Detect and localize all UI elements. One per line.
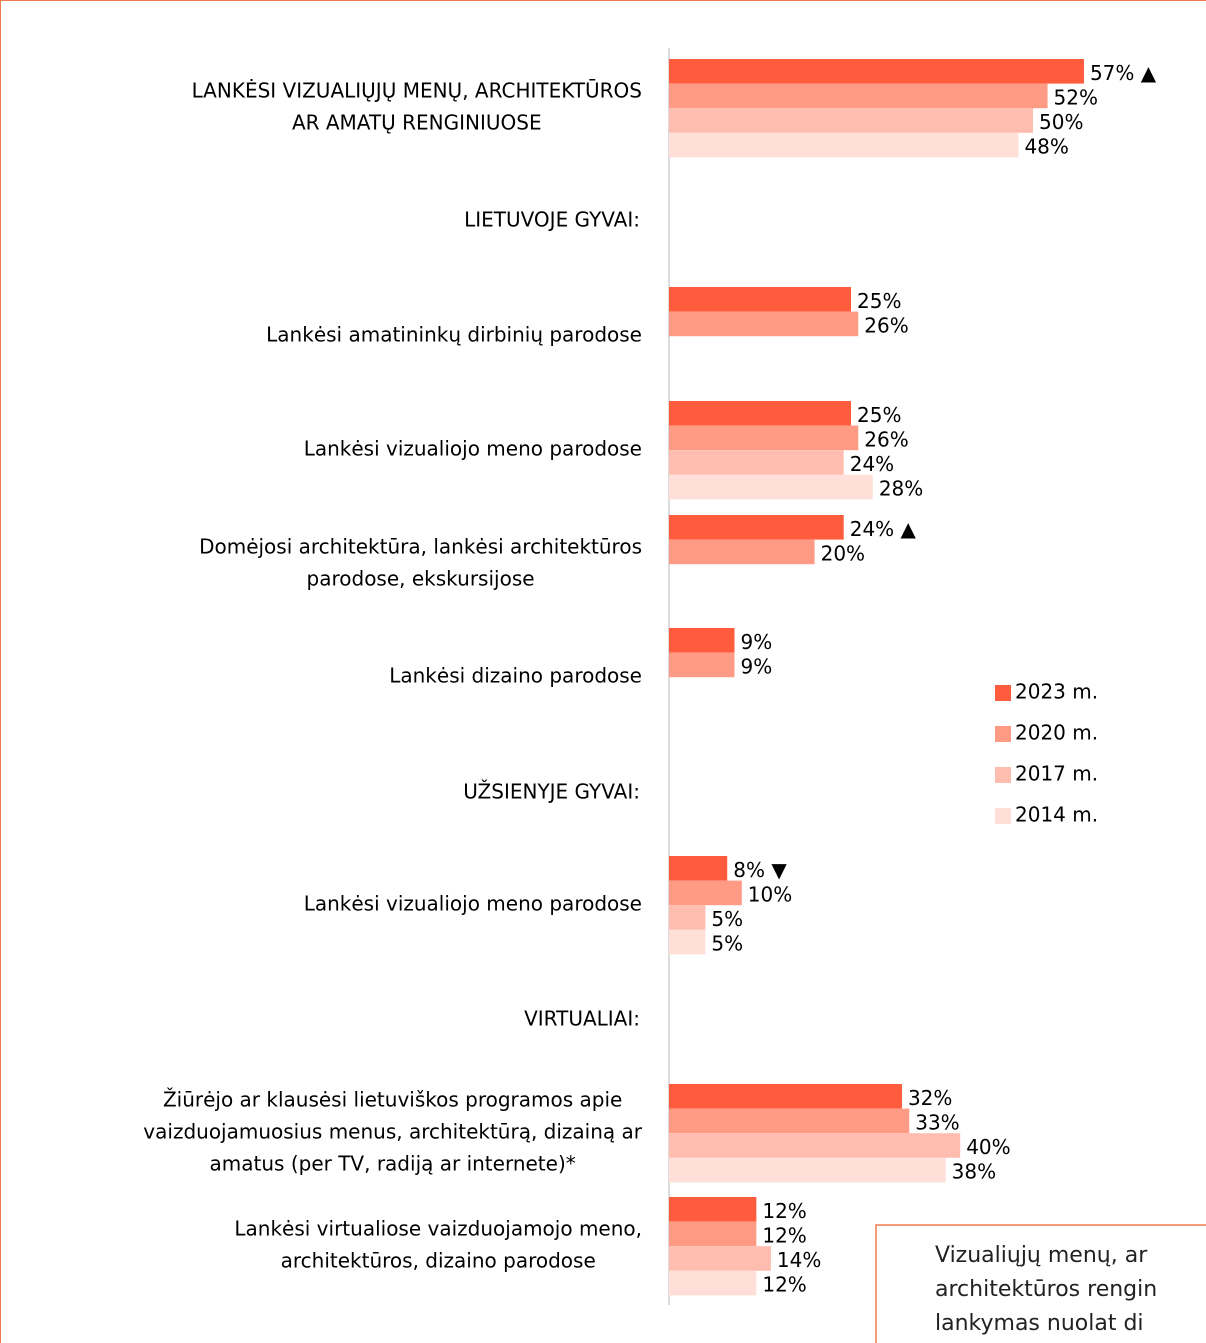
section-header: UŽSIENYJE GYVAI: [463, 780, 640, 804]
value-label: 52% [1054, 85, 1098, 109]
bar [669, 856, 728, 881]
category-label: Žiūrėjo ar klausėsi lietuviškos programo… [163, 1088, 622, 1112]
category-label: architektūros, dizaino parodose [281, 1249, 596, 1273]
value-label: 9% [741, 654, 773, 678]
annotation-box: Vizualiųjų menų, ar architektūros rengin l… [875, 1224, 1206, 1343]
bar [669, 652, 735, 678]
bar [669, 539, 815, 565]
category-label: AR AMATŲ RENGINIUOSE [292, 111, 542, 135]
value-label: 25% [857, 403, 901, 427]
value-label: 9% [741, 630, 773, 654]
value-label: 26% [864, 427, 908, 451]
annotation-frame [875, 1224, 1206, 1343]
category-label: parodose, ekskursijose [307, 567, 535, 591]
category-label: Lankėsi vizualiojo meno parodose [304, 892, 642, 916]
bar [669, 59, 1084, 84]
bar [669, 1246, 771, 1271]
value-label: 24% ▲ [850, 517, 917, 541]
value-label: 25% [857, 289, 901, 313]
bar [669, 1197, 757, 1222]
legend-swatch [995, 726, 1011, 742]
value-label: 48% [1024, 135, 1068, 159]
bar [669, 1270, 757, 1296]
value-label: 57% ▲ [1090, 61, 1157, 85]
bar [669, 628, 735, 653]
annotation-text: lankymas nuolat di [935, 1311, 1144, 1336]
bar [669, 108, 1033, 133]
value-label: 28% [879, 477, 923, 501]
category-label: Lankėsi vizualiojo meno parodose [304, 437, 642, 461]
bar [669, 515, 844, 540]
bar [669, 1133, 961, 1158]
value-label: 5% [711, 932, 743, 956]
value-label: 8% ▼ [733, 858, 787, 882]
legend-label: 2023 m. [1015, 680, 1098, 704]
bar [669, 880, 742, 906]
bar [669, 425, 859, 451]
bar [669, 1157, 946, 1183]
category-label: amatus (per TV, radiją ar internete)* [210, 1152, 576, 1176]
legend-swatch [995, 808, 1011, 824]
value-label: 40% [966, 1135, 1010, 1159]
value-label: 38% [952, 1160, 996, 1184]
bar [669, 905, 706, 930]
bar [669, 401, 851, 426]
value-label: 5% [711, 907, 743, 931]
annotation-text: Vizualiųjų menų, ar [935, 1243, 1148, 1268]
bar [669, 287, 851, 312]
bar [669, 450, 844, 475]
value-label: 33% [915, 1110, 959, 1134]
section-header: LIETUVOJE GYVAI: [464, 208, 640, 232]
legend-swatch [995, 685, 1011, 701]
category-label: Lankėsi virtualiose vaizduojamojo meno, [234, 1217, 642, 1241]
bar [669, 1108, 910, 1134]
category-label: vaizduojamuosius menus, architektūrą, di… [143, 1120, 642, 1144]
value-label: 10% [748, 882, 792, 906]
bar [669, 1221, 757, 1247]
legend-label: 2017 m. [1015, 762, 1098, 786]
legend-label: 2014 m. [1015, 803, 1098, 827]
section-header: VIRTUALIAI: [524, 1007, 640, 1031]
category-label: Lankėsi dizaino parodose [389, 664, 642, 688]
value-label: 26% [864, 313, 908, 337]
category-label: Domėjosi architektūra, lankėsi architekt… [199, 535, 642, 559]
legend-swatch [995, 767, 1011, 783]
value-label: 12% [762, 1273, 806, 1297]
legend-label: 2020 m. [1015, 721, 1098, 745]
value-label: 24% [850, 452, 894, 476]
value-label: 12% [762, 1223, 806, 1247]
annotation-text: architektūros rengin [935, 1277, 1157, 1302]
value-label: 14% [777, 1248, 821, 1272]
value-label: 32% [908, 1086, 952, 1110]
value-label: 20% [821, 541, 865, 565]
bar [669, 83, 1048, 109]
bar [669, 1084, 902, 1109]
category-label: Lankėsi amatininkų dirbinių parodose [266, 323, 642, 347]
bar [669, 132, 1019, 158]
value-label: 12% [762, 1199, 806, 1223]
bar [669, 929, 706, 955]
category-label: LANKĖSI VIZUALIŲJŲ MENŲ, ARCHITEKTŪROS [192, 79, 642, 103]
bar [669, 311, 859, 337]
bar [669, 474, 873, 500]
value-label: 50% [1039, 110, 1083, 134]
